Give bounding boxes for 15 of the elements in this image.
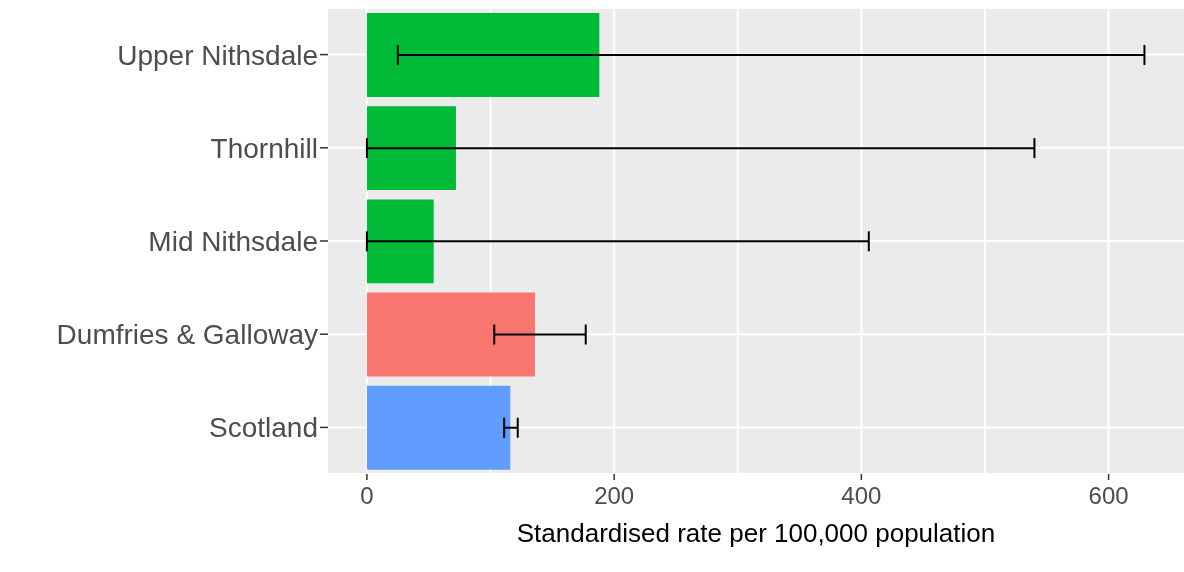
bar [366, 292, 536, 377]
x-tick-label: 0 [360, 482, 374, 509]
y-tick-label: Dumfries & Galloway [56, 319, 318, 351]
x-axis-title: Standardised rate per 100,000 population [516, 518, 996, 548]
x-tick-label: 400 [841, 482, 882, 509]
bar [366, 199, 434, 284]
bar [366, 13, 600, 97]
y-tick-label: Upper Nithsdale [117, 39, 318, 71]
x-tick-label: 200 [594, 482, 635, 509]
y-tick-label: Scotland [209, 412, 318, 444]
y-tick-label: Thornhill [210, 132, 318, 164]
y-tick-label: Mid Nithsdale [148, 225, 318, 257]
x-tick-label: 600 [1088, 482, 1129, 509]
bar [366, 106, 456, 191]
bar [366, 385, 511, 470]
